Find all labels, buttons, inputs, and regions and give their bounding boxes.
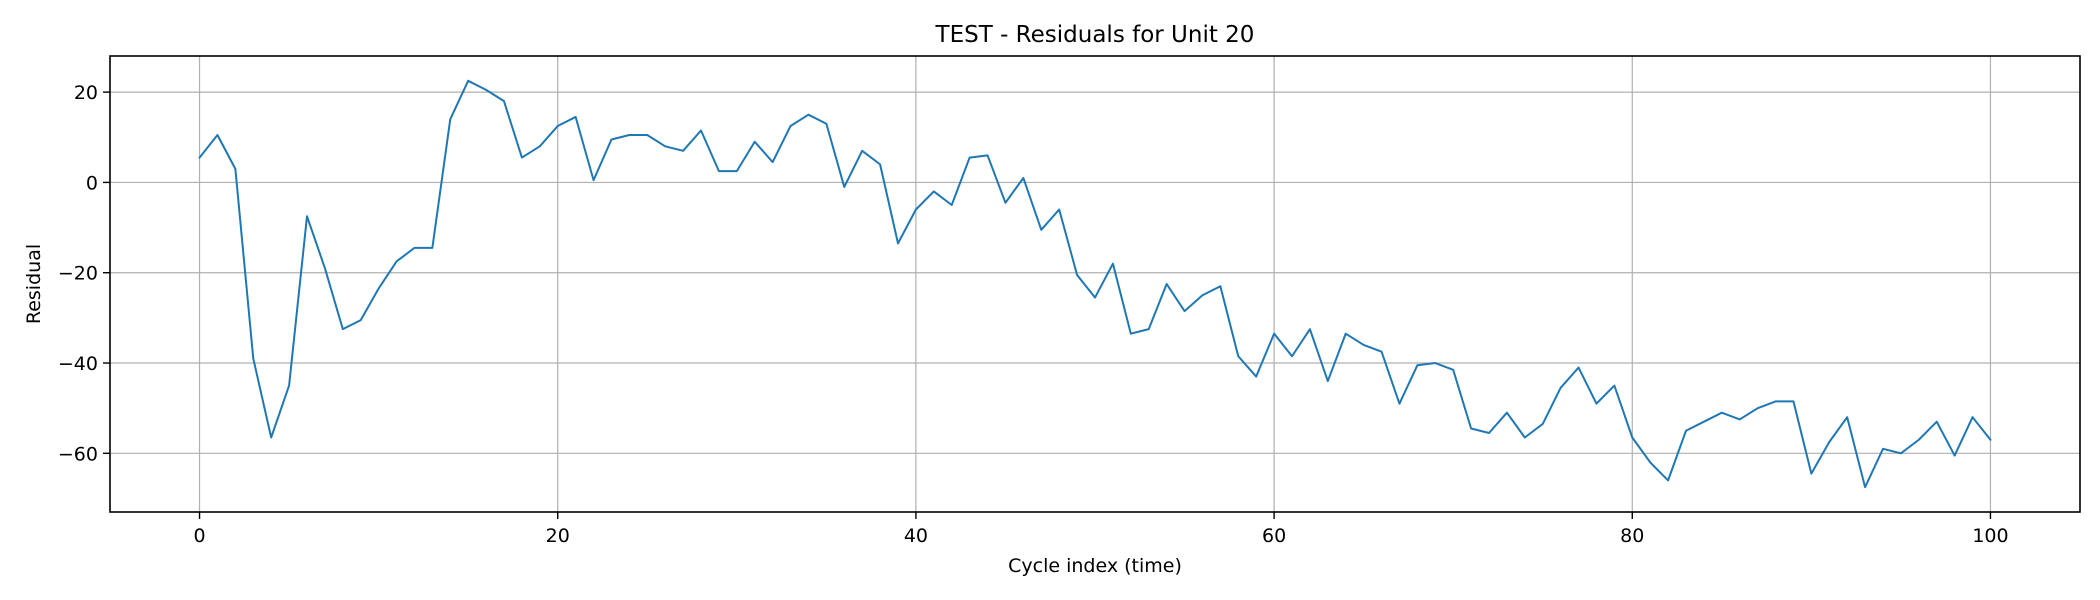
x-tick-label-1: 20 — [546, 525, 570, 547]
y-tick-label-0: −60 — [58, 443, 98, 465]
x-tick-label-3: 60 — [1262, 525, 1286, 547]
x-tick-label-4: 80 — [1620, 525, 1644, 547]
x-tick-label-2: 40 — [904, 525, 928, 547]
y-axis-label: Residual — [23, 244, 45, 324]
x-axis-label: Cycle index (time) — [1008, 555, 1182, 577]
x-tick-label-0: 0 — [193, 525, 205, 547]
series-layer — [198, 79, 1992, 489]
y-tick-label-4: 20 — [74, 82, 98, 104]
axis-ticks: 0 20 40 60 80 100 −60 −40 −20 0 20 — [58, 82, 2009, 547]
series-line-0 — [198, 79, 1992, 489]
y-tick-label-1: −40 — [58, 353, 98, 375]
y-tick-label-3: 0 — [86, 172, 98, 194]
plot-area-frame — [109, 55, 2081, 513]
grid-lines — [110, 56, 2080, 512]
y-tick-label-2: −20 — [58, 263, 98, 285]
chart-title: TEST - Residuals for Unit 20 — [935, 22, 1255, 48]
x-tick-label-5: 100 — [1972, 525, 2008, 547]
